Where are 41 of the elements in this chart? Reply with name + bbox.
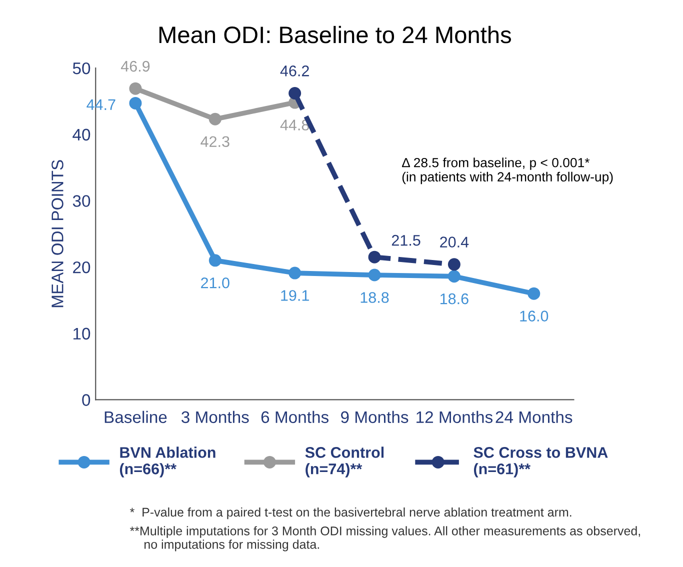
y-tick-label: 50 xyxy=(72,62,90,74)
point xyxy=(448,270,460,283)
y-tick-label: 20 xyxy=(73,261,90,274)
point xyxy=(208,254,222,267)
point xyxy=(208,112,222,126)
data-label: 21.5 xyxy=(392,234,420,246)
x-tick-label: 3 Months xyxy=(182,410,249,424)
x-tick-label: 9 Months xyxy=(341,410,408,424)
chart-title: Mean ODI: Baseline to 24 Months xyxy=(159,26,512,44)
point xyxy=(448,258,460,271)
point xyxy=(288,266,302,280)
data-label: 18.6 xyxy=(440,293,468,304)
point xyxy=(129,96,142,110)
data-label: 19.1 xyxy=(281,290,309,301)
data-label: 46.2 xyxy=(280,66,309,76)
y-tick-label: 10 xyxy=(73,328,90,340)
point xyxy=(368,268,381,282)
text: **Multiple imputations for 3 Month ODI missing values. All other measurements as observed, no imputations for missing data. xyxy=(130,526,640,552)
legend-label: SC Cross to BVNA (n=61)** xyxy=(474,447,608,478)
data-label: 42.3 xyxy=(200,136,230,148)
data-label: 46.9 xyxy=(120,60,150,72)
y-tick-label: 0 xyxy=(82,394,90,406)
data-label: 21.0 xyxy=(201,277,230,288)
x-tick-label: 6 Months xyxy=(261,410,329,424)
legend-label: BVN Ablation (n=66)** xyxy=(120,446,216,478)
point xyxy=(528,287,540,300)
annotation: Δ 28.5 from baseline, p < 0.001* (in patients with 24-month follow-up) xyxy=(402,158,613,184)
x-tick-label: 12 Months xyxy=(416,410,493,424)
legend-label: SC Control (n=74)** xyxy=(305,446,384,478)
point xyxy=(288,87,302,100)
point xyxy=(368,250,381,264)
y-tick-label: 30 xyxy=(72,195,90,207)
data-label: 18.8 xyxy=(360,292,389,303)
y-tick-label: 40 xyxy=(72,128,90,141)
data-label: 20.4 xyxy=(440,236,469,248)
point xyxy=(129,82,142,95)
data-label: 16.0 xyxy=(520,310,548,322)
x-tick-label: 24 Months xyxy=(496,410,572,424)
x-tick-label: Baseline xyxy=(104,410,167,424)
text: * P-value from a paired t-test on the basivertebral nerve ablation treatment arm. xyxy=(130,507,572,520)
y-axis-title: MEAN ODI POINTS xyxy=(52,160,64,308)
